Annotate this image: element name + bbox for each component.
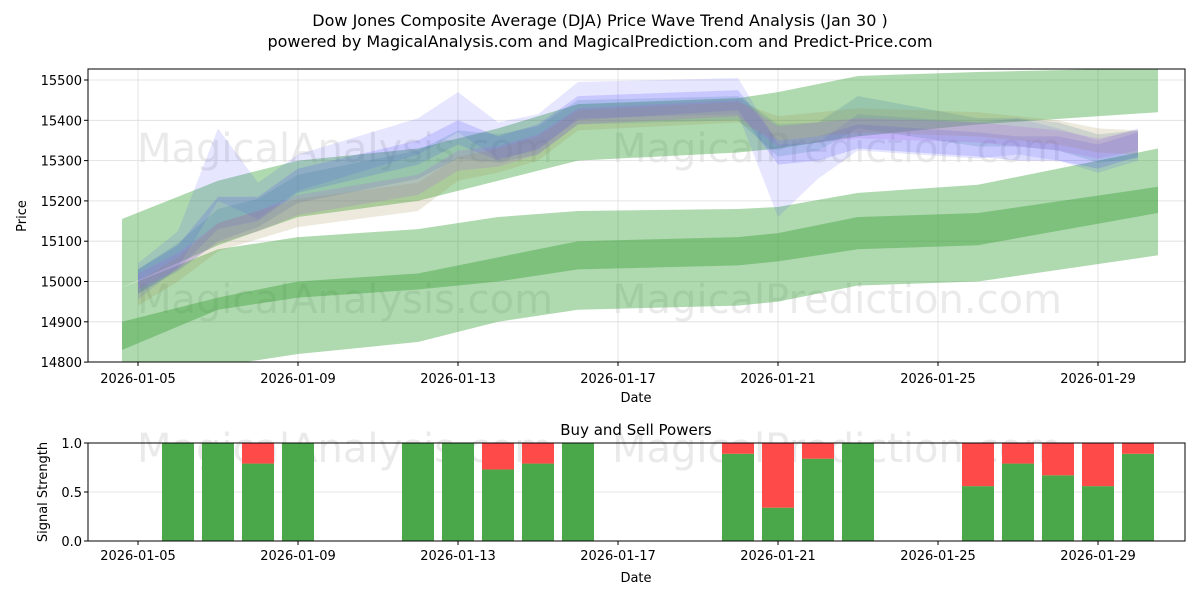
- top-y-tick-label: 14800: [41, 356, 82, 371]
- buy-bar: [1002, 463, 1034, 541]
- bottom-y-tick-label: 1.0: [61, 437, 82, 452]
- top-axes-frame: [87, 68, 1186, 363]
- buy-bar: [1082, 486, 1114, 541]
- top-x-tick-label: 2026-01-21: [740, 372, 816, 387]
- top-y-tick-label: 15100: [41, 235, 82, 250]
- buy-bar: [562, 443, 594, 541]
- sell-bar: [1122, 443, 1154, 454]
- chart-title-line2: powered by MagicalAnalysis.com and Magic…: [267, 32, 932, 51]
- bottom-x-tick-label: 2026-01-25: [900, 549, 976, 564]
- top-plot-area: [88, 69, 1185, 362]
- top-bands: [122, 69, 1158, 362]
- bottom-x-tick-label: 2026-01-29: [1060, 549, 1136, 564]
- sell-bar: [242, 443, 274, 464]
- buy-bar: [1042, 475, 1074, 541]
- top-x-tick-label: 2026-01-17: [580, 372, 656, 387]
- sell-bar: [802, 443, 834, 459]
- top-x-tick-label: 2026-01-09: [260, 372, 336, 387]
- bottom-x-tick-label: 2026-01-17: [580, 549, 656, 564]
- buy-bar: [722, 453, 754, 541]
- top-y-tick-label: 15500: [41, 74, 82, 89]
- watermark: MagicalAnalysis.com: [137, 126, 553, 172]
- green-trend-band: [122, 148, 1158, 351]
- bottom-x-tick-label: 2026-01-05: [100, 549, 176, 564]
- wave-band: [138, 77, 1138, 300]
- buy-bar: [242, 463, 274, 541]
- chart-title-line1: Dow Jones Composite Average (DJA) Price …: [312, 11, 887, 30]
- top-y-tick-label: 15300: [41, 155, 82, 170]
- watermark: MagicalAnalysis.com: [137, 277, 553, 323]
- bottom-x-tick-label: 2026-01-09: [260, 549, 336, 564]
- sell-bar: [482, 443, 514, 470]
- green-trend-band: [122, 186, 1158, 362]
- wave-band: [138, 100, 1138, 290]
- top-x-tick-label: 2026-01-13: [420, 372, 496, 387]
- watermark: MagicalPrediction.com: [612, 126, 1062, 172]
- buy-bar: [802, 458, 834, 541]
- top-x-tick-label: 2026-01-25: [900, 372, 976, 387]
- buy-bar: [282, 443, 314, 541]
- sell-bar: [1042, 443, 1074, 476]
- sell-bar: [1082, 443, 1114, 487]
- sell-bar: [962, 443, 994, 487]
- bottom-y-tick-label: 0.5: [61, 486, 82, 501]
- bottom-x-label: Date: [620, 571, 651, 586]
- top-x-label: Date: [620, 391, 651, 406]
- top-y-tick-label: 15400: [41, 114, 82, 129]
- sell-bar: [522, 443, 554, 464]
- watermark: MagicalPrediction.com: [612, 277, 1062, 323]
- top-y-tick-label: 15000: [41, 276, 82, 291]
- buy-bar: [842, 443, 874, 541]
- bottom-x-tick-label: 2026-01-21: [740, 549, 816, 564]
- green-trend-band: [122, 69, 1158, 288]
- buy-bar: [482, 469, 514, 541]
- buy-bar: [1122, 453, 1154, 541]
- sell-bar: [762, 443, 794, 508]
- wave-band: [138, 102, 1138, 306]
- buy-bar: [442, 443, 474, 541]
- top-x-tick-label: 2026-01-05: [100, 372, 176, 387]
- bottom-x-tick-label: 2026-01-13: [420, 549, 496, 564]
- buy-bar: [202, 443, 234, 541]
- top-y-tick-label: 15200: [41, 195, 82, 210]
- wave-band: [138, 90, 1138, 294]
- buy-bar: [162, 443, 194, 541]
- sell-bar: [722, 443, 754, 454]
- top-y-tick-label: 14900: [41, 316, 82, 331]
- buy-bar: [522, 463, 554, 541]
- bottom-chart-title: Buy and Sell Powers: [560, 421, 712, 439]
- buy-bar: [762, 507, 794, 541]
- top-y-label: Price: [15, 200, 30, 232]
- buy-bar: [962, 486, 994, 541]
- bottom-y-label: Signal Strength: [36, 442, 51, 542]
- top-x-tick-label: 2026-01-29: [1060, 372, 1136, 387]
- sell-bar: [1002, 443, 1034, 464]
- bottom-axes-frame: [87, 442, 1186, 542]
- buy-bar: [402, 443, 434, 541]
- bottom-y-tick-label: 0.0: [61, 535, 82, 550]
